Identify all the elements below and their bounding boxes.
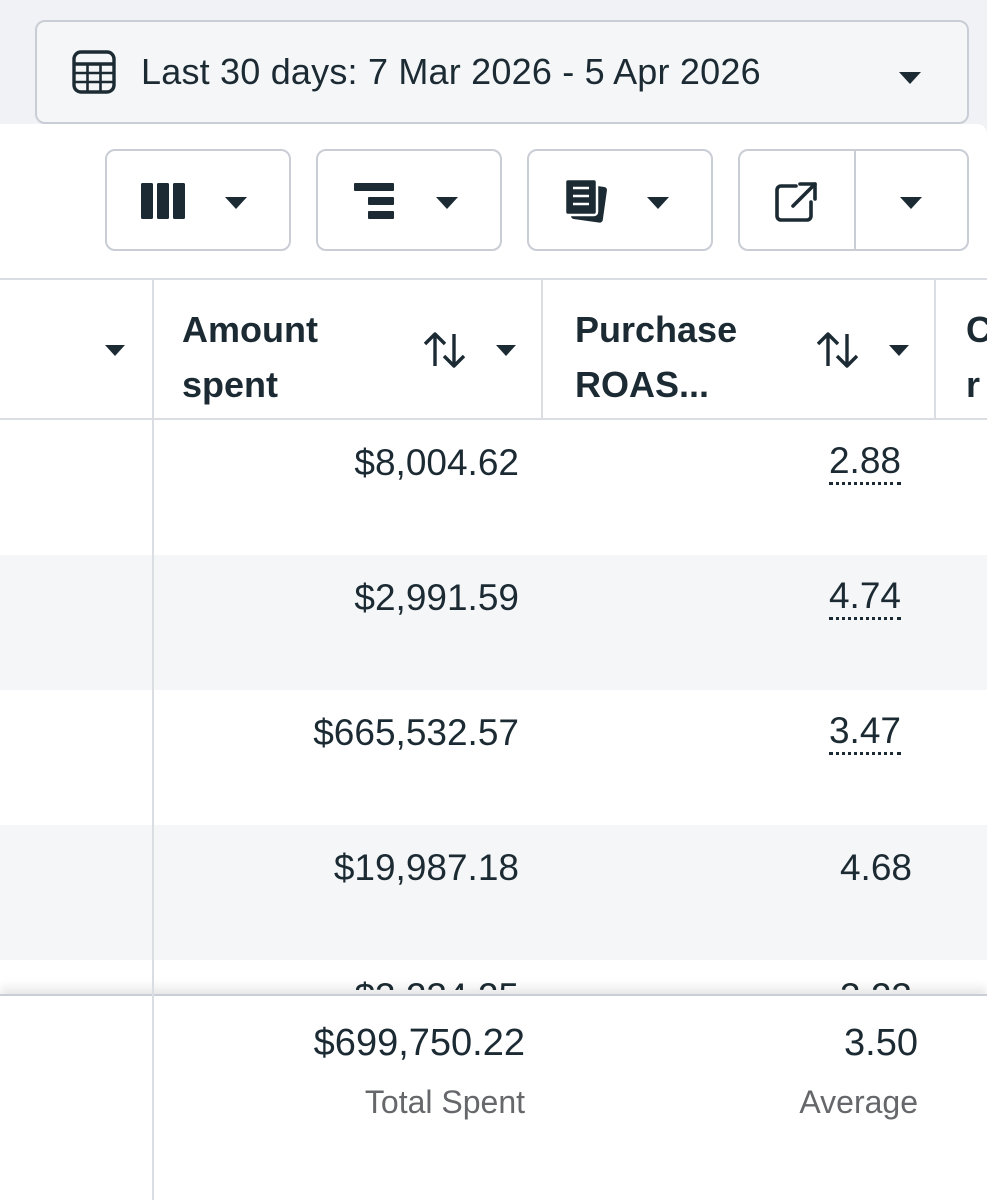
- date-range-label: Last 30 days: 7 Mar 2026 - 5 Apr 2026: [141, 51, 761, 92]
- total-spent-value: $699,750.22: [313, 1022, 525, 1064]
- column-header-partial[interactable]: C r: [966, 309, 987, 405]
- average-roas-label: Average: [799, 1084, 918, 1120]
- table-row[interactable]: $3,234.25 3.23: [0, 960, 987, 990]
- table-header: Amount spent Purchase ROAS...: [0, 278, 987, 420]
- chevron-down-icon: [436, 197, 458, 209]
- breakdown-button[interactable]: [316, 149, 502, 251]
- table-row[interactable]: $8,004.62 2.88: [0, 420, 987, 555]
- column-divider: [152, 420, 154, 1200]
- button-divider: [854, 151, 856, 249]
- column-header-purchase-roas[interactable]: Purchase ROAS...: [575, 309, 738, 405]
- chevron-down-icon[interactable]: [495, 344, 517, 358]
- amount-spent-cell: $2,991.59: [354, 577, 519, 618]
- amount-spent-cell: $8,004.62: [354, 442, 519, 483]
- export-button[interactable]: [738, 149, 969, 251]
- amount-spent-cell: $3,234.25: [354, 976, 519, 990]
- top-bar: Last 30 days: 7 Mar 2026 - 5 Apr 2026: [0, 0, 987, 124]
- calendar-icon: [72, 50, 116, 94]
- column-divider: [152, 280, 154, 420]
- amount-spent-cell: $665,532.57: [313, 712, 519, 753]
- purchase-roas-cell[interactable]: 2.88: [828, 442, 901, 485]
- table-row[interactable]: $665,532.57 3.47: [0, 690, 987, 825]
- table-row[interactable]: $2,991.59 4.74: [0, 555, 987, 690]
- column-header-amount-spent[interactable]: Amount spent: [182, 309, 318, 405]
- table-row[interactable]: $19,987.18 4.68: [0, 825, 987, 960]
- chevron-down-icon: [225, 197, 247, 209]
- columns-icon: [141, 183, 185, 219]
- sort-icon[interactable]: [422, 330, 468, 370]
- reports-icon: [563, 177, 607, 223]
- purchase-roas-cell[interactable]: 3.47: [828, 712, 901, 755]
- reports-button[interactable]: [527, 149, 713, 251]
- chevron-down-icon: [899, 72, 921, 84]
- columns-button[interactable]: [105, 149, 291, 251]
- external-link-icon: [775, 182, 817, 222]
- total-spent-label: Total Spent: [364, 1084, 525, 1120]
- purchase-roas-cell: 3.23: [840, 976, 912, 990]
- breakdown-icon: [354, 183, 394, 219]
- chevron-down-icon[interactable]: [888, 344, 910, 358]
- sort-icon[interactable]: [815, 330, 861, 370]
- purchase-roas-cell: 4.68: [839, 847, 912, 888]
- report-panel: Amount spent Purchase ROAS...: [0, 124, 987, 1200]
- column-divider: [541, 280, 543, 420]
- purchase-roas-cell[interactable]: 4.74: [828, 577, 901, 620]
- amount-spent-cell: $19,987.18: [333, 847, 519, 888]
- chevron-down-icon[interactable]: [104, 344, 126, 358]
- date-range-picker[interactable]: Last 30 days: 7 Mar 2026 - 5 Apr 2026: [35, 20, 969, 124]
- report-table: Amount spent Purchase ROAS...: [0, 278, 987, 1200]
- column-divider: [934, 280, 936, 420]
- table-summary-row: $699,750.22 Total Spent 3.50 Average: [0, 994, 987, 1200]
- chevron-down-icon[interactable]: [898, 195, 924, 211]
- average-roas-value: 3.50: [844, 1022, 918, 1064]
- chevron-down-icon: [647, 197, 669, 209]
